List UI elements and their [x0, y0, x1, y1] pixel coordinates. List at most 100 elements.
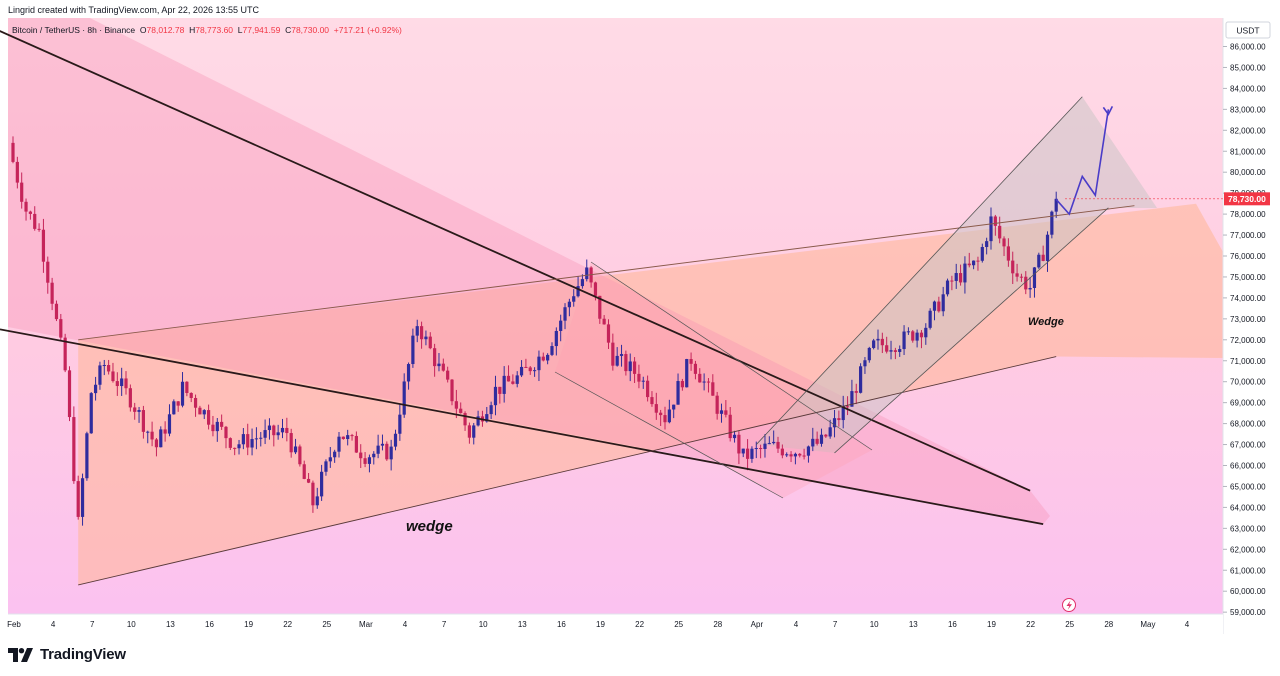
price-tick-label: 65,000.00: [1230, 482, 1266, 491]
candle-body: [450, 379, 454, 402]
time-tick-label: 25: [674, 620, 683, 629]
candle-body: [11, 142, 15, 162]
candle-body: [876, 338, 880, 341]
symbol-name: Bitcoin / TetherUS · 8h · Binance: [12, 25, 136, 35]
price-tick-label: 77,000.00: [1230, 231, 1266, 240]
candle-body: [59, 319, 63, 338]
time-tick-label: May: [1140, 620, 1155, 629]
candle-body: [24, 201, 28, 212]
time-tick-label: 16: [557, 620, 566, 629]
candle-body: [559, 320, 563, 331]
price-tick-label: 83,000.00: [1230, 105, 1266, 114]
candle-body: [963, 263, 967, 283]
candle-body: [76, 481, 80, 517]
lightning-icon[interactable]: [1062, 598, 1076, 612]
tradingview-logo[interactable]: TradingView: [8, 646, 126, 663]
candle-body: [811, 438, 815, 447]
candle-body: [467, 425, 471, 438]
candle-body: [676, 381, 680, 405]
candle-body: [989, 216, 993, 242]
candle-body: [1011, 260, 1015, 274]
candle-body: [54, 303, 59, 320]
projection-arrowhead: [1102, 105, 1114, 116]
candle-body: [867, 347, 871, 361]
candle-body: [367, 457, 372, 464]
candle-body: [893, 350, 897, 352]
candle-body: [611, 342, 615, 366]
candle-body: [180, 381, 185, 406]
candle-body: [680, 381, 684, 388]
time-tick-label: 25: [322, 620, 331, 629]
candle-body: [1015, 273, 1019, 277]
candle-body: [102, 365, 106, 367]
price-tick-label: 66,000.00: [1230, 462, 1266, 471]
candle-body: [919, 332, 924, 338]
candle-body: [372, 453, 376, 458]
price-tick-label: 64,000.00: [1230, 503, 1266, 512]
candle-body: [150, 431, 154, 440]
candle-body: [211, 424, 215, 432]
candle-body: [320, 471, 324, 497]
candle-body: [659, 412, 663, 416]
candle-body: [124, 378, 128, 389]
candle-body: [789, 454, 793, 457]
candle-body: [741, 448, 745, 454]
price-axis-panel[interactable]: [1223, 18, 1276, 634]
candle-body: [354, 435, 358, 453]
candle-body: [285, 427, 289, 434]
candle-body: [580, 279, 585, 287]
candle-body: [763, 443, 767, 449]
candle-body: [120, 378, 124, 387]
candle-body: [889, 350, 893, 352]
candle-body: [958, 273, 963, 283]
candle-body: [115, 381, 119, 387]
candle-body: [441, 363, 445, 371]
price-chart[interactable]: USDT 86,000.00 85,000.00 84,000.00 83,000.0…: [0, 18, 1276, 634]
candle-body: [185, 381, 189, 393]
time-tick-label: Mar: [359, 620, 373, 629]
price-tick-label: 76,000.00: [1230, 252, 1266, 261]
falling-channel-fill: [555, 262, 872, 498]
candle-body: [415, 326, 419, 336]
candle-body: [324, 461, 328, 472]
candle-body: [276, 432, 280, 436]
currency-label: USDT: [1236, 26, 1259, 36]
time-tick-label: 10: [127, 620, 136, 629]
candle-body: [224, 426, 228, 439]
price-tick-label: 75,000.00: [1230, 273, 1266, 282]
candle-body: [776, 441, 780, 449]
candle-body: [1002, 238, 1006, 247]
candle-body: [1006, 246, 1010, 261]
descending-trendline-upper: [0, 30, 1031, 492]
candle-body: [606, 324, 611, 343]
candle-body: [563, 307, 567, 321]
candle-body: [706, 381, 711, 383]
candle-body: [419, 326, 424, 340]
price-tick-label: 81,000.00: [1230, 147, 1266, 156]
price-tick-label: 71,000.00: [1230, 357, 1266, 366]
candle-body: [724, 410, 728, 415]
candle-body: [233, 447, 237, 449]
candle-body: [111, 371, 115, 382]
candle-body: [841, 406, 845, 421]
candle-body: [263, 430, 267, 438]
candle-body: [380, 443, 385, 446]
candle-body: [133, 407, 137, 412]
candle-body: [41, 229, 46, 262]
candle-body: [215, 421, 219, 432]
candle-body: [341, 436, 345, 440]
candle-body: [793, 453, 797, 457]
time-axis-panel[interactable]: [8, 614, 1223, 634]
candle-body: [463, 413, 467, 426]
candle-body: [711, 382, 715, 396]
candle-body: [685, 359, 689, 388]
currency-button[interactable]: [1225, 21, 1271, 39]
candle-body: [602, 318, 606, 325]
symbol-legend[interactable]: Bitcoin / TetherUS · 8h · Binance O78,01…: [12, 25, 402, 35]
candle-body: [220, 421, 224, 427]
candle-body: [259, 437, 263, 439]
descending-triangle-fill: [8, 18, 1050, 525]
falling-channel-upper: [590, 261, 873, 451]
channel-upper-line: [755, 96, 1083, 445]
candle-body: [489, 405, 493, 415]
